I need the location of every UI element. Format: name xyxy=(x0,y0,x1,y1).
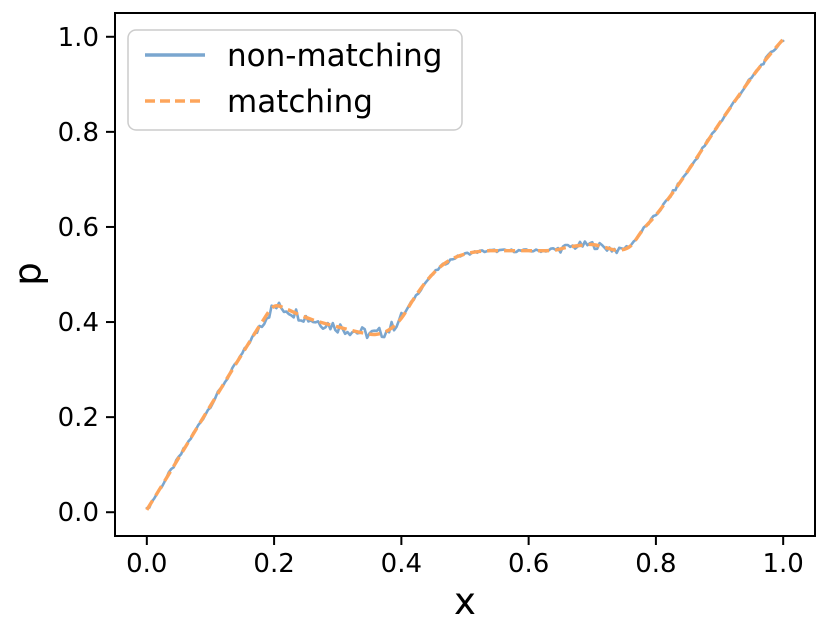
x-tick-label: 0.6 xyxy=(508,549,549,579)
x-axis-ticks: 0.0 0.2 0.4 0.6 0.8 1.0 xyxy=(126,536,804,579)
y-tick-label: 0.4 xyxy=(58,308,99,338)
x-tick-label: 1.0 xyxy=(763,549,804,579)
y-axis-ticks: 0.0 0.2 0.4 0.6 0.8 1.0 xyxy=(58,23,115,528)
x-axis-label: x xyxy=(454,580,476,623)
x-tick-label: 0.0 xyxy=(126,549,167,579)
x-tick-label: 0.2 xyxy=(253,549,294,579)
y-axis-label: p xyxy=(6,262,49,286)
series-line-matching xyxy=(145,38,785,511)
legend-label-non-matching: non-matching xyxy=(227,38,442,74)
legend-label-matching: matching xyxy=(227,84,373,120)
y-tick-label: 0.6 xyxy=(58,213,99,243)
y-tick-label: 0.8 xyxy=(58,118,99,148)
x-tick-label: 0.4 xyxy=(381,549,422,579)
y-tick-label: 0.2 xyxy=(58,403,99,433)
y-tick-label: 1.0 xyxy=(58,23,99,53)
x-tick-label: 0.8 xyxy=(635,549,676,579)
legend: non-matching matching xyxy=(127,29,463,131)
y-tick-label: 0.0 xyxy=(58,498,99,528)
plot-area xyxy=(114,12,816,537)
legend-box xyxy=(127,29,463,131)
